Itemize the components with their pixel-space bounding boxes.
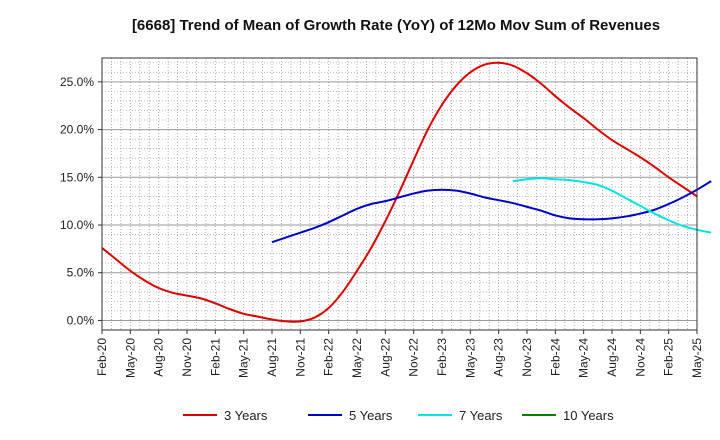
x-tick-label: May-21 [237,338,251,378]
legend-label: 7 Years [459,408,503,423]
y-tick-label: 15.0% [60,170,94,184]
y-tick-label: 10.0% [60,218,94,232]
x-tick-label: May-25 [690,338,704,378]
x-tick-label: Aug-21 [265,338,279,377]
x-tick-label: May-20 [123,338,137,378]
x-tick-label: Feb-20 [95,338,109,376]
y-tick-label: 20.0% [60,123,94,137]
x-tick-label: Aug-24 [605,338,619,377]
series-lines [101,61,712,323]
y-tick-label: 5.0% [67,266,95,280]
x-tick-label: May-22 [350,338,364,378]
chart-title: [6668] Trend of Mean of Growth Rate (YoY… [132,17,660,34]
x-tick-label: Feb-21 [208,338,222,376]
plot-border [101,57,698,331]
y-tick-label: 25.0% [60,75,94,89]
series-line-5-years [271,180,712,244]
legend: 3 Years 5 Years 7 Years 10 Years [183,408,614,423]
legend-label: 3 Years [224,408,268,423]
series-line-3-years [101,61,698,323]
x-tick-label: Feb-24 [548,338,562,376]
x-tick-label: Nov-23 [520,338,534,377]
x-tick-label: Feb-25 [662,338,676,376]
y-tick-label: 0.0% [67,313,95,327]
x-tick-label: Aug-23 [492,338,506,377]
legend-label: 10 Years [563,408,614,423]
legend-label: 5 Years [349,408,393,423]
x-tick-label: Nov-20 [180,338,194,377]
x-tick-label: Feb-22 [322,338,336,376]
grid [102,58,697,331]
x-tick-label: May-23 [463,338,477,378]
x-tick-label: Nov-21 [293,338,307,377]
x-tick-label: May-24 [577,338,591,378]
series-line-7-years [512,177,712,234]
x-tick-label: Feb-23 [435,338,449,376]
x-tick-label: Nov-24 [633,338,647,377]
x-tick-label: Nov-22 [407,338,421,377]
x-axis-ticks: Feb-20 May-20 Aug-20 Nov-20 Feb-21 May-21 Aug-… [95,330,704,378]
x-tick-label: Aug-20 [152,338,166,377]
y-axis-ticks: 0.0% 5.0% 10.0% 15.0% 20.0% 25.0% [60,75,102,327]
x-tick-label: Aug-22 [378,338,392,377]
